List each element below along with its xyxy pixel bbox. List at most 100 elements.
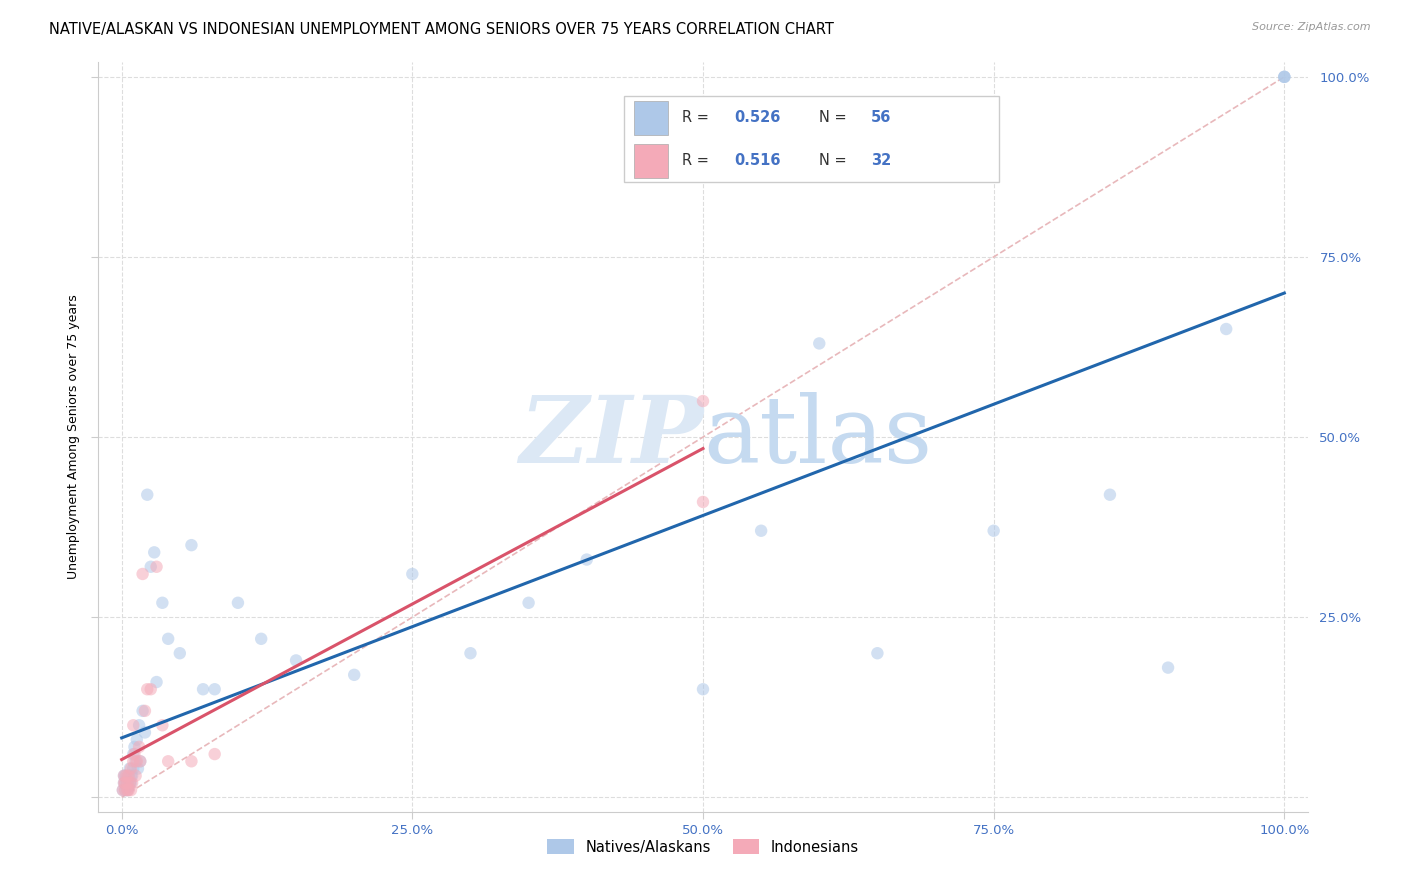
Point (1098, 488, 1121, 502)
Point (117, 783, 139, 797)
Point (692, 495, 714, 509)
Point (460, 646, 482, 660)
Point (122, 747, 145, 761)
Point (118, 780, 141, 794)
Point (692, 682, 714, 697)
Point (134, 725, 156, 739)
Point (111, 783, 134, 797)
Text: 56: 56 (872, 111, 891, 125)
Point (124, 747, 146, 761)
Point (749, 524, 772, 538)
Point (115, 780, 138, 794)
Point (139, 682, 162, 697)
Point (122, 754, 145, 768)
Point (139, 559, 162, 574)
Text: Source: ZipAtlas.com: Source: ZipAtlas.com (1253, 22, 1371, 32)
Text: 0.516: 0.516 (734, 153, 780, 169)
Point (118, 783, 141, 797)
Point (114, 783, 136, 797)
Point (112, 769, 135, 783)
Y-axis label: Unemployment Among Seniors over 75 years: Unemployment Among Seniors over 75 years (67, 294, 80, 580)
Point (120, 783, 142, 797)
Point (145, 675, 167, 690)
Point (114, 776, 136, 790)
Point (117, 776, 139, 790)
Point (343, 668, 366, 682)
Point (131, 566, 153, 581)
Point (136, 682, 159, 697)
Point (692, 394, 714, 409)
Point (120, 776, 142, 790)
Point (125, 732, 148, 747)
Point (134, 704, 156, 718)
Point (129, 754, 152, 768)
Point (120, 762, 142, 776)
Point (120, 769, 142, 783)
Point (122, 718, 145, 732)
Text: R =: R = (682, 111, 714, 125)
Point (125, 754, 148, 768)
Point (250, 632, 273, 646)
Point (127, 762, 149, 776)
Point (191, 682, 214, 697)
Point (204, 747, 226, 761)
Point (145, 559, 167, 574)
Point (401, 566, 423, 581)
Legend: Natives/Alaskans, Indonesians: Natives/Alaskans, Indonesians (541, 833, 865, 861)
Point (1157, 660, 1180, 674)
Point (111, 783, 134, 797)
Bar (634, 101, 668, 135)
Text: atlas: atlas (703, 392, 932, 482)
Point (157, 632, 180, 646)
Point (128, 739, 150, 754)
Point (118, 776, 141, 790)
Point (131, 704, 153, 718)
Point (121, 776, 143, 790)
Point (180, 754, 202, 768)
Point (115, 769, 138, 783)
Point (122, 762, 145, 776)
Point (124, 739, 146, 754)
Point (112, 776, 135, 790)
Point (1215, 322, 1237, 336)
Text: R =: R = (682, 153, 714, 169)
Point (1272, 70, 1295, 84)
Point (114, 783, 136, 797)
Text: N =: N = (820, 111, 851, 125)
Point (285, 653, 308, 667)
Text: 0.526: 0.526 (734, 111, 780, 125)
Point (118, 776, 141, 790)
Point (118, 762, 141, 776)
Point (157, 754, 180, 768)
Point (128, 718, 150, 732)
Point (117, 783, 139, 797)
Point (575, 552, 598, 566)
Point (117, 776, 139, 790)
Point (866, 646, 889, 660)
Point (115, 772, 138, 787)
Point (129, 754, 152, 768)
Text: NATIVE/ALASKAN VS INDONESIAN UNEMPLOYMENT AMONG SENIORS OVER 75 YEARS CORRELATIO: NATIVE/ALASKAN VS INDONESIAN UNEMPLOYMEN… (49, 22, 834, 37)
Bar (634, 144, 668, 178)
Point (180, 538, 202, 552)
Point (150, 718, 173, 732)
Point (114, 776, 136, 790)
Point (121, 769, 143, 783)
Point (124, 769, 146, 783)
Point (226, 596, 249, 610)
FancyBboxPatch shape (624, 96, 1000, 182)
Text: ZIP: ZIP (519, 392, 703, 482)
Point (150, 596, 173, 610)
Point (1272, 70, 1295, 84)
Point (169, 646, 191, 660)
Point (983, 524, 1005, 538)
Point (118, 769, 141, 783)
Point (112, 769, 135, 783)
Point (114, 769, 136, 783)
Text: 32: 32 (872, 153, 891, 169)
Point (112, 776, 135, 790)
Text: N =: N = (820, 153, 851, 169)
Point (808, 336, 831, 351)
Point (118, 769, 141, 783)
Point (124, 754, 146, 768)
